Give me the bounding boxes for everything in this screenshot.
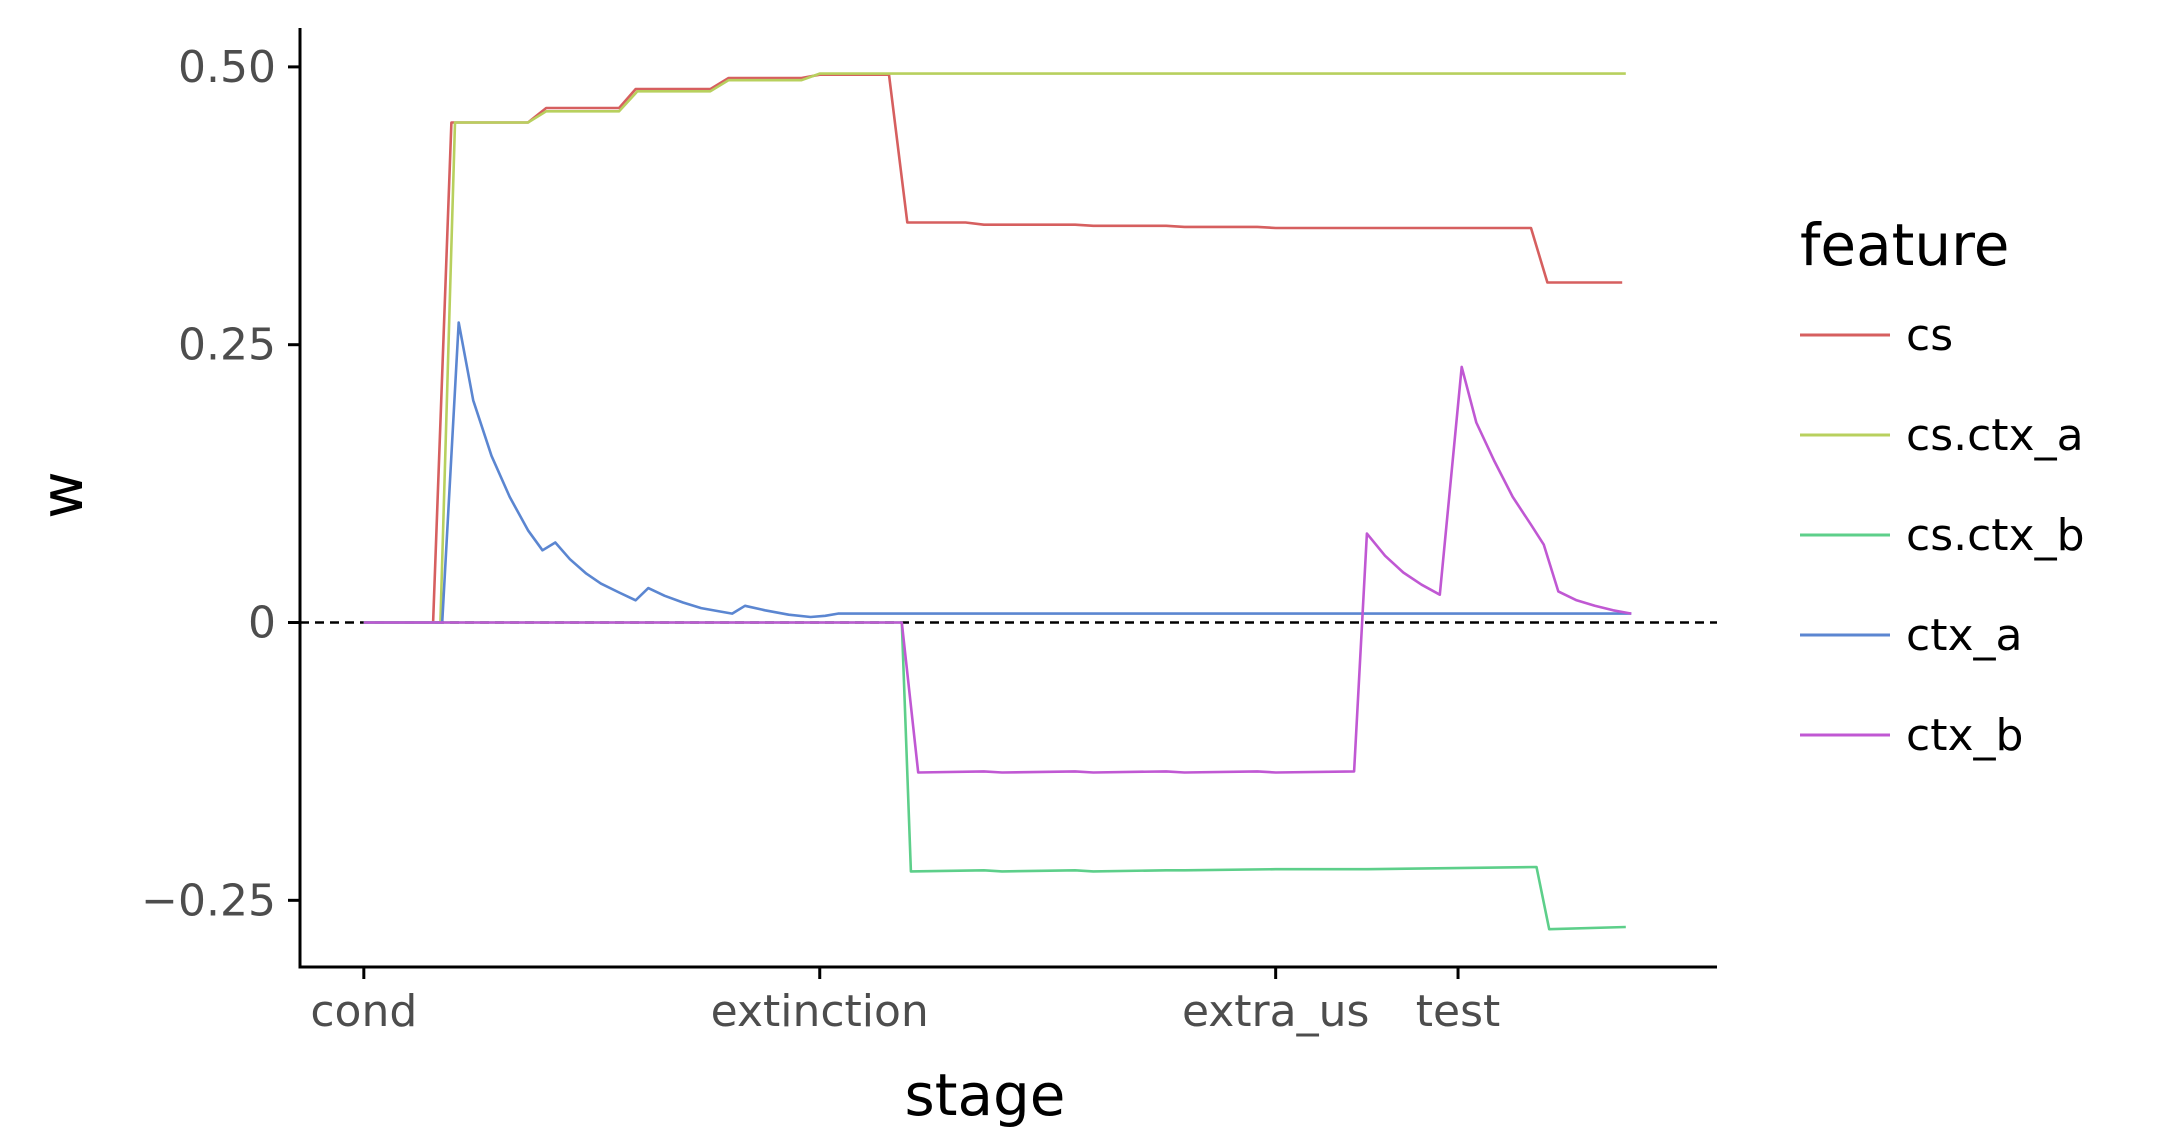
- y-tick-label: 0.25: [178, 320, 276, 371]
- legend-title: feature: [1800, 211, 2009, 279]
- legend-label: ctx_b: [1906, 710, 2023, 761]
- series-line-cs-ctx-b: [363, 621, 1626, 931]
- x-ticks: cond extinction extra_us test: [310, 967, 1500, 1037]
- y-tick-label: 0.50: [178, 42, 276, 93]
- legend-items: cs cs.ctx_a cs.ctx_b ctx_a ctx_b: [1800, 310, 2085, 761]
- legend: feature cs cs.ctx_a cs.ctx_b ctx_a ctx_b: [1800, 211, 2085, 761]
- x-tick-label: test: [1416, 986, 1501, 1037]
- axes-layer: [298, 28, 1717, 969]
- series-line-cs-ctx-a: [363, 72, 1626, 624]
- y-axis-title: w: [28, 471, 96, 518]
- legend-label: ctx_a: [1906, 610, 2022, 661]
- legend-label: cs: [1906, 310, 1953, 361]
- y-ticks: 0.50 0.25 0 −0.25: [141, 42, 300, 926]
- series-layer: [363, 72, 1632, 931]
- x-tick-label: cond: [310, 986, 417, 1037]
- legend-label: cs.ctx_b: [1906, 510, 2085, 561]
- series-line-ctx-a: [363, 321, 1632, 624]
- y-tick-label: 0: [248, 598, 276, 649]
- x-tick-label: extinction: [711, 986, 929, 1037]
- x-axis-title: stage: [904, 1061, 1065, 1129]
- legend-label: cs.ctx_a: [1906, 410, 2084, 461]
- x-tick-label: extra_us: [1182, 986, 1369, 1037]
- series-line-cs: [363, 73, 1623, 624]
- series-line-ctx-b: [363, 365, 1632, 774]
- y-tick-label: −0.25: [141, 875, 276, 926]
